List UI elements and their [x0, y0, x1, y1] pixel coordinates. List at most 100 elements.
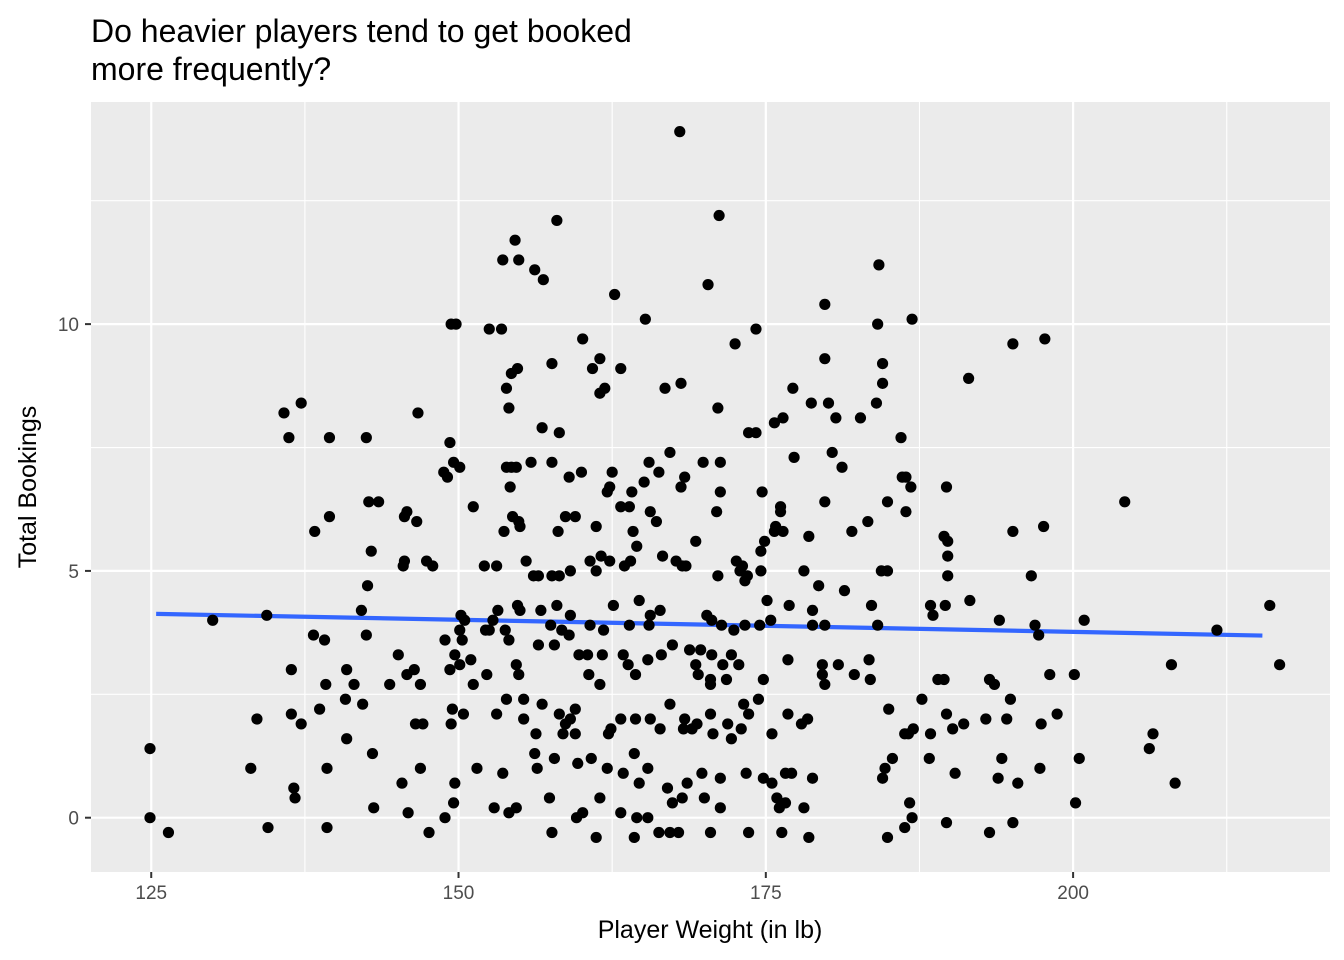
data-point: [532, 570, 545, 582]
data-point: [777, 525, 789, 538]
data-point: [927, 609, 939, 621]
data-point: [144, 812, 156, 824]
data-point: [548, 639, 560, 651]
data-point: [601, 486, 613, 498]
data-point: [765, 614, 777, 626]
data-point: [698, 792, 710, 804]
data-point: [427, 560, 439, 572]
data-point: [902, 728, 914, 740]
data-point: [615, 501, 627, 513]
data-point: [323, 511, 336, 523]
data-point: [958, 718, 970, 730]
data-point: [766, 777, 778, 789]
data-point: [819, 298, 831, 310]
data-point: [713, 209, 725, 222]
data-point: [722, 718, 734, 730]
data-point: [245, 762, 257, 774]
data-point: [679, 471, 691, 483]
data-point: [1169, 777, 1181, 789]
data-point: [733, 659, 745, 671]
data-point: [633, 594, 645, 607]
data-point: [1044, 668, 1056, 681]
data-point: [728, 624, 740, 636]
data-point: [725, 733, 737, 745]
data-point: [633, 777, 645, 789]
data-point: [564, 565, 576, 577]
data-point: [816, 659, 828, 671]
data-point: [819, 619, 831, 631]
data-point: [653, 466, 665, 478]
data-point: [644, 713, 656, 725]
data-point: [564, 609, 576, 621]
data-point: [832, 659, 844, 671]
data-point: [900, 471, 912, 483]
data-point: [644, 609, 656, 621]
data-point: [779, 797, 792, 809]
data-point: [1143, 743, 1155, 755]
data-point: [988, 678, 1001, 691]
data-point: [518, 693, 530, 705]
x-tick-label: 125: [135, 883, 167, 904]
data-point: [529, 264, 541, 276]
data-point: [803, 831, 815, 844]
data-point: [596, 649, 608, 661]
data-point: [756, 486, 768, 498]
data-point: [414, 762, 427, 774]
data-point: [782, 708, 794, 720]
data-point: [964, 594, 976, 607]
data-point: [465, 654, 477, 666]
data-point: [676, 792, 688, 804]
data-point: [863, 654, 875, 666]
data-point: [584, 555, 596, 567]
data-point: [679, 713, 691, 725]
data-point: [883, 703, 895, 715]
data-point: [938, 530, 950, 542]
data-point: [949, 767, 961, 779]
data-point: [777, 412, 789, 424]
data-point: [500, 461, 513, 473]
data-point: [862, 515, 874, 528]
data-point: [546, 358, 558, 370]
data-point: [569, 703, 581, 715]
data-point: [615, 362, 627, 375]
data-point: [1119, 496, 1131, 508]
data-point: [816, 668, 828, 681]
data-point: [666, 797, 678, 809]
data-point: [757, 772, 769, 784]
data-point: [497, 254, 509, 266]
data-point: [546, 826, 558, 839]
data-point: [826, 446, 838, 459]
data-point: [906, 313, 918, 325]
data-point: [285, 708, 297, 720]
data-point: [1068, 668, 1080, 681]
x-tick-label: 150: [443, 883, 475, 904]
data-point: [1004, 693, 1017, 705]
data-point: [916, 693, 928, 705]
data-point: [444, 436, 456, 449]
data-point: [439, 634, 451, 646]
data-point: [895, 432, 907, 444]
data-point: [1039, 333, 1051, 345]
data-point: [1051, 708, 1063, 720]
data-point: [664, 446, 676, 459]
data-point: [595, 550, 607, 562]
data-point: [513, 668, 525, 681]
data-point: [481, 668, 493, 681]
data-point: [590, 565, 602, 577]
data-point: [942, 570, 954, 582]
data-point: [1012, 777, 1024, 789]
data-point: [996, 752, 1008, 765]
data-point: [714, 772, 726, 784]
data-point: [488, 802, 500, 814]
data-point: [940, 481, 953, 493]
data-point: [754, 619, 766, 631]
data-point: [625, 555, 637, 567]
data-point: [661, 782, 674, 794]
data-point: [609, 288, 621, 301]
x-tick-label: 200: [1057, 883, 1089, 904]
data-point: [478, 560, 490, 572]
data-point: [942, 550, 954, 562]
data-point: [446, 703, 458, 715]
data-point: [1033, 629, 1045, 641]
